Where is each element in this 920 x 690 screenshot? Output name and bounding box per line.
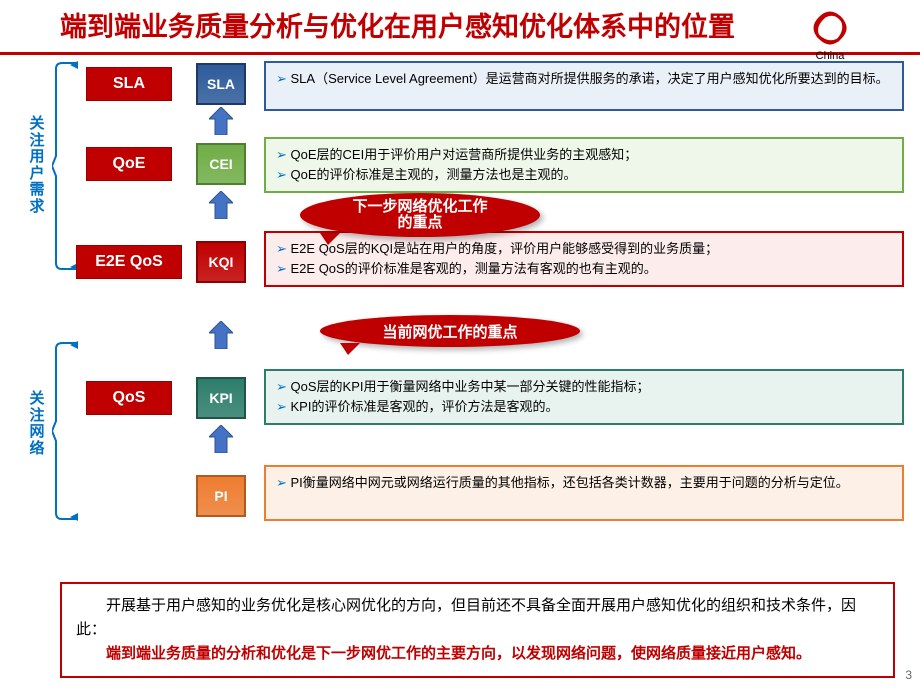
bracket-bot-label: 关注网络 [28, 391, 46, 457]
stack-PI: PI [196, 475, 246, 517]
desc-box-1: ➢ QoE层的CEI用于评价用户对运营商所提供业务的主观感知；➢ QoE的评价标… [264, 137, 904, 193]
callout-bubble-0: 下一步网络优化工作的重点 [300, 193, 540, 237]
summary-box: 开展基于用户感知的业务优化是核心网优化的方向，但目前还不具备全面开展用户感知优化… [60, 582, 895, 678]
desc-box-4: ➢ PI衡量网络中网元或网络运行质量的其他指标，还包括各类计数器，主要用于问题的… [264, 465, 904, 521]
diagram-area: 关注用户需求 关注网络 SLA QoE E2E QoS QoS SLA CEI KQI KP… [10, 61, 920, 531]
level-label-E2E QoS: E2E QoS [76, 245, 182, 279]
summary-p1: 开展基于用户感知的业务优化是核心网优化的方向，但目前还不具备全面开展用户感知优化… [76, 594, 879, 642]
desc-box-0: ➢ SLA（Service Level Agreement）是运营商对所提供服务… [264, 61, 904, 111]
bracket-top-label: 关注用户需求 [28, 116, 46, 215]
arrow-up-icon [209, 107, 233, 135]
desc-box-3: ➢ QoS层的KPI用于衡量网络中业务中某一部分关键的性能指标；➢ KPI的评价… [264, 369, 904, 425]
arrow-up-icon [209, 321, 233, 349]
arrow-up-icon [209, 191, 233, 219]
summary-p2: 端到端业务质量的分析和优化是下一步网优工作的主要方向，以发现网络问题，使网络质量… [76, 642, 879, 666]
callout-bubble-1: 当前网优工作的重点 [320, 315, 580, 347]
level-label-SLA: SLA [86, 67, 172, 101]
level-label-QoS: QoS [86, 381, 172, 415]
bracket-top [52, 61, 80, 271]
level-label-QoE: QoE [86, 147, 172, 181]
stack-SLA: SLA [196, 63, 246, 105]
desc-box-2: ➢ E2E QoS层的KQI是站在用户的角度，评价用户能够感受得到的业务质量；➢… [264, 231, 904, 287]
stack-CEI: CEI [196, 143, 246, 185]
page-number: 3 [905, 668, 912, 682]
stack-KQI: KQI [196, 241, 246, 283]
arrow-up-icon [209, 425, 233, 453]
bracket-bot [52, 341, 80, 521]
stack-KPI: KPI [196, 377, 246, 419]
logo-knot-icon [810, 8, 850, 48]
